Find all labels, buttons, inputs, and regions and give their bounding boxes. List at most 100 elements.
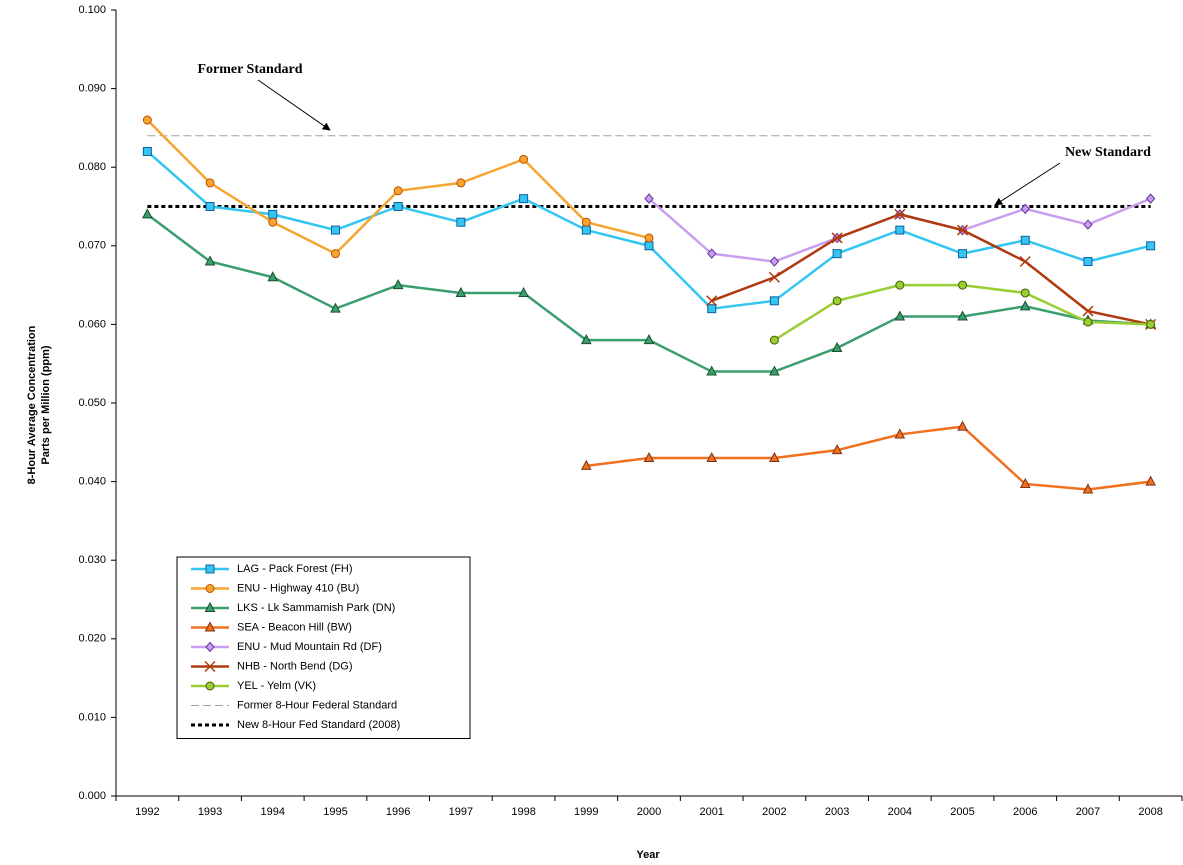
marker [707,304,717,314]
y-tick-label: 0.010 [78,711,106,723]
x-tick-label: 2005 [950,806,974,818]
marker [580,334,592,345]
marker [142,146,152,156]
marker [769,335,779,345]
marker [895,280,905,290]
x-tick-label: 2007 [1076,806,1100,818]
marker [895,225,905,235]
marker [1145,193,1156,204]
marker [769,256,780,267]
y-tick-label: 0.090 [78,83,106,95]
marker [1083,257,1093,267]
marker [644,241,654,251]
y-tick-label: 0.030 [78,554,106,566]
y-tick-label: 0.040 [78,476,106,488]
marker [1019,300,1031,311]
marker [330,249,340,259]
marker [204,601,216,612]
legend-label: Former 8-Hour Federal Standard [237,699,397,711]
marker [142,115,152,125]
legend-label: New 8-Hour Fed Standard (2008) [237,719,400,731]
x-tick-label: 2000 [637,806,661,818]
annotation: Former Standard [197,62,302,77]
marker [644,193,654,204]
legend-label: SEA - Beacon Hill (BW) [237,621,352,633]
x-tick-label: 1995 [323,806,347,818]
marker [267,271,279,282]
marker [205,564,215,574]
marker [456,178,466,188]
marker [894,208,906,220]
y-axis-title: Parts per Million (ppm) [40,345,52,465]
marker [392,279,404,290]
marker [455,286,467,297]
marker [706,365,718,376]
marker [205,584,215,593]
marker [518,286,529,297]
marker [832,296,842,306]
marker [957,310,968,321]
marker [330,225,340,235]
y-tick-label: 0.080 [78,161,106,173]
marker [1020,203,1030,215]
marker [456,217,466,227]
x-tick-label: 1998 [511,806,535,818]
marker [519,154,529,164]
marker [706,451,718,463]
marker [205,681,215,691]
marker [204,660,216,673]
y-tick-label: 0.020 [78,633,106,645]
series-line [146,150,1151,310]
marker [958,249,968,259]
x-tick-label: 1992 [135,806,159,818]
marker [707,248,717,259]
marker [643,451,655,463]
marker [831,341,843,352]
annotation-arrow [257,79,331,131]
marker [769,296,779,306]
x-tick-label: 1994 [261,806,285,818]
x-tick-label: 2003 [825,806,849,818]
marker [204,255,216,266]
marker [894,310,906,321]
series-line [711,213,1151,326]
marker [1145,475,1156,486]
legend-label: ENU - Mud Mountain Rd (DF) [237,641,382,653]
y-tick-label: 0.070 [78,240,106,252]
marker [142,208,153,219]
x-tick-label: 2002 [762,806,786,818]
x-tick-label: 2004 [888,806,912,818]
marker [769,451,780,463]
x-tick-label: 1999 [574,806,598,818]
marker [643,334,655,345]
marker [1082,483,1094,494]
marker [957,420,968,431]
x-axis-title: Year [636,849,660,861]
marker [1020,288,1030,298]
marker [706,295,718,307]
marker [393,202,403,211]
marker [1082,305,1094,317]
marker [894,428,906,439]
marker [1146,241,1156,251]
y-tick-label: 0.100 [78,4,106,16]
legend-label: LAG - Pack Forest (FH) [237,563,353,575]
marker [268,217,278,227]
legend-label: NHB - North Bend (DG) [237,660,353,672]
x-tick-label: 1997 [449,806,473,818]
marker [519,194,529,204]
marker [644,233,654,243]
marker [204,621,216,632]
marker [1083,219,1093,230]
series-line [586,425,1151,491]
y-tick-label: 0.050 [78,397,106,409]
marker [268,209,278,219]
marker [832,249,842,259]
y-axis-title: 8-Hour Average Concentration [26,325,38,484]
legend-label: ENU - Highway 410 (BU) [237,582,359,594]
x-tick-label: 2006 [1013,806,1037,818]
marker [1146,319,1156,329]
marker [581,217,591,227]
marker [831,232,843,244]
